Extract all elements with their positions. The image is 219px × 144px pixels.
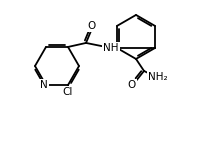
Text: N: N	[40, 79, 48, 90]
Text: NH: NH	[103, 43, 119, 53]
Text: Cl: Cl	[63, 87, 73, 97]
Text: O: O	[128, 80, 136, 90]
Text: NH₂: NH₂	[148, 72, 168, 82]
Text: O: O	[88, 21, 96, 31]
